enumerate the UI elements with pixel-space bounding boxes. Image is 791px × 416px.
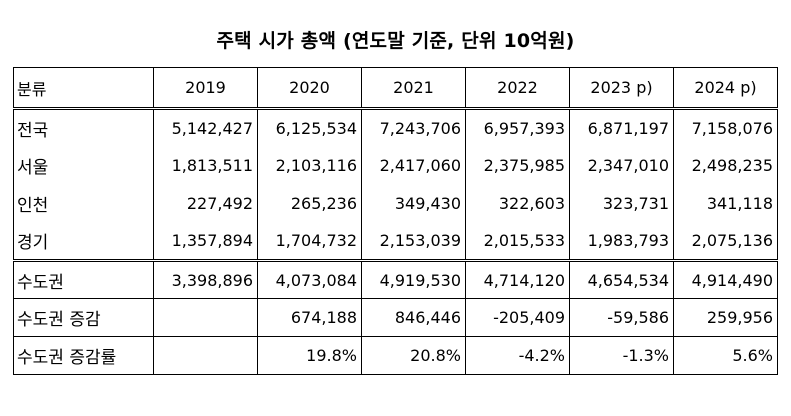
cell-2022: 322,603 (465, 184, 570, 223)
cell-2024: 4,914,490 (673, 260, 778, 299)
table-row-capital-area-change-rate: 수도권 증감률 19.8% 20.8% -4.2% -1.3% 5.6% (13, 336, 778, 375)
cell-2019: 227,492 (153, 184, 258, 223)
cell-2022: 2,375,985 (465, 146, 570, 185)
cell-2023: 323,731 (569, 184, 674, 223)
cell-2023: 2,347,010 (569, 146, 674, 185)
table-row-nationwide: 전국 5,142,427 6,125,534 7,243,706 6,957,3… (13, 108, 778, 147)
row-label: 수도권 (13, 260, 154, 299)
cell-2023: 6,871,197 (569, 108, 674, 147)
row-label: 인천 (13, 184, 154, 223)
cell-2021: 7,243,706 (361, 108, 466, 147)
cell-2021: 2,417,060 (361, 146, 466, 185)
header-year-2021: 2021 (361, 67, 466, 110)
cell-2021: 20.8% (361, 336, 466, 375)
cell-2020: 4,073,084 (257, 260, 362, 299)
cell-2023: 4,654,534 (569, 260, 674, 299)
row-label: 수도권 증감률 (13, 336, 154, 375)
table-row-gyeonggi: 경기 1,357,894 1,704,732 2,153,039 2,015,5… (13, 222, 778, 262)
cell-2021: 349,430 (361, 184, 466, 223)
table-row-capital-area: 수도권 3,398,896 4,073,084 4,919,530 4,714,… (13, 260, 778, 299)
header-category: 분류 (13, 67, 154, 110)
cell-2022: -4.2% (465, 336, 570, 375)
cell-2020: 6,125,534 (257, 108, 362, 147)
table-title: 주택 시가 총액 (연도말 기준, 단위 10억원) (216, 30, 575, 52)
row-label: 전국 (13, 108, 154, 147)
cell-2022: 6,957,393 (465, 108, 570, 147)
cell-2020: 265,236 (257, 184, 362, 223)
row-label: 서울 (13, 146, 154, 185)
cell-2020: 19.8% (257, 336, 362, 375)
cell-2023: -1.3% (569, 336, 674, 375)
cell-2023: -59,586 (569, 298, 674, 337)
header-year-2024: 2024 p) (673, 67, 778, 110)
cell-2024: 5.6% (673, 336, 778, 375)
cell-2020: 1,704,732 (257, 222, 362, 262)
cell-2024: 259,956 (673, 298, 778, 337)
housing-market-cap-table: 분류 2019 2020 2021 2022 2023 p) 2024 p) 전… (13, 67, 778, 375)
header-year-2019: 2019 (153, 67, 258, 110)
cell-2024: 2,075,136 (673, 222, 778, 262)
cell-2022: -205,409 (465, 298, 570, 337)
table-row-capital-area-change: 수도권 증감 674,188 846,446 -205,409 -59,586 … (13, 298, 778, 337)
cell-2019: 5,142,427 (153, 108, 258, 147)
cell-2022: 4,714,120 (465, 260, 570, 299)
cell-2019 (153, 298, 258, 337)
cell-2021: 2,153,039 (361, 222, 466, 262)
cell-2023: 1,983,793 (569, 222, 674, 262)
header-year-2023: 2023 p) (569, 67, 674, 110)
table-row-seoul: 서울 1,813,511 2,103,116 2,417,060 2,375,9… (13, 146, 778, 185)
cell-2019: 1,357,894 (153, 222, 258, 262)
cell-2020: 674,188 (257, 298, 362, 337)
cell-2019 (153, 336, 258, 375)
header-year-2020: 2020 (257, 67, 362, 110)
cell-2019: 1,813,511 (153, 146, 258, 185)
cell-2021: 846,446 (361, 298, 466, 337)
cell-2019: 3,398,896 (153, 260, 258, 299)
row-label: 경기 (13, 222, 154, 262)
cell-2021: 4,919,530 (361, 260, 466, 299)
row-label: 수도권 증감 (13, 298, 154, 337)
table-row-incheon: 인천 227,492 265,236 349,430 322,603 323,7… (13, 184, 778, 223)
cell-2020: 2,103,116 (257, 146, 362, 185)
cell-2024: 341,118 (673, 184, 778, 223)
cell-2024: 7,158,076 (673, 108, 778, 147)
header-year-2022: 2022 (465, 67, 570, 110)
cell-2024: 2,498,235 (673, 146, 778, 185)
header-row: 분류 2019 2020 2021 2022 2023 p) 2024 p) (13, 67, 778, 110)
cell-2022: 2,015,533 (465, 222, 570, 262)
